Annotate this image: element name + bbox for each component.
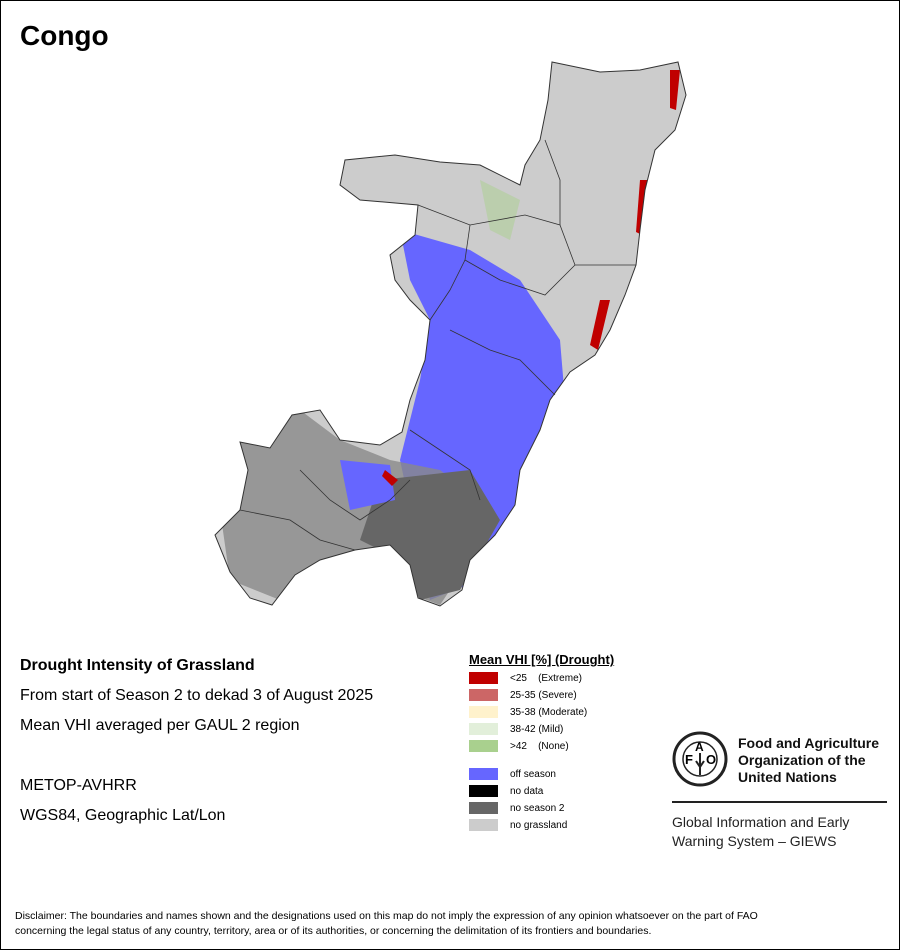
info-line-1: Drought Intensity of Grassland bbox=[20, 657, 255, 674]
legend-item: no grassland bbox=[469, 819, 567, 831]
legend-label: >42 (None) bbox=[510, 740, 569, 752]
legend-swatch bbox=[469, 689, 498, 701]
svg-text:A: A bbox=[695, 740, 704, 754]
legend-item: >42 (None) bbox=[469, 740, 569, 752]
info-line-2: From start of Season 2 to dekad 3 of Aug… bbox=[20, 687, 374, 704]
congo-map bbox=[214, 61, 687, 607]
legend-swatch bbox=[469, 672, 498, 684]
off-season-patch bbox=[340, 460, 395, 510]
info-line-3: Mean VHI averaged per GAUL 2 region bbox=[20, 717, 300, 734]
disclaimer-line-2: concerning the legal status of any count… bbox=[15, 925, 652, 937]
legend-label: no data bbox=[510, 785, 544, 797]
giews-label: Global Information and Early Warning Sys… bbox=[672, 813, 849, 851]
disclaimer-line-1: Disclaimer: The boundaries and names sho… bbox=[15, 910, 758, 922]
projection-label: WGS84, Geographic Lat/Lon bbox=[20, 807, 226, 824]
legend-item: 35-38 (Moderate) bbox=[469, 706, 587, 718]
no-season-2-core bbox=[360, 470, 500, 600]
divider bbox=[672, 801, 887, 803]
legend-label: off season bbox=[510, 768, 556, 780]
sensor-label: METOP-AVHRR bbox=[20, 777, 137, 794]
giews-line-2: Warning System – GIEWS bbox=[672, 833, 837, 849]
legend-item: no season 2 bbox=[469, 802, 565, 814]
legend-item: <25 (Extreme) bbox=[469, 672, 582, 684]
giews-line-1: Global Information and Early bbox=[672, 814, 850, 830]
fao-name-line-2: Organization of the bbox=[738, 752, 866, 768]
legend-label: 35-38 (Moderate) bbox=[510, 706, 588, 718]
legend-item: 25-35 (Severe) bbox=[469, 689, 577, 701]
legend-swatch bbox=[469, 802, 498, 814]
legend-label: 38-42 (Mild) bbox=[510, 723, 564, 735]
legend-label: <25 (Extreme) bbox=[510, 672, 582, 684]
legend-swatch bbox=[469, 768, 498, 780]
fao-name-line-1: Food and Agriculture bbox=[738, 735, 880, 751]
fao-name: Food and Agriculture Organization of the… bbox=[738, 735, 879, 786]
legend-item: off season bbox=[469, 768, 556, 780]
fao-logo: F A O bbox=[672, 731, 728, 787]
legend-swatch bbox=[469, 723, 498, 735]
legend-swatch bbox=[469, 819, 498, 831]
legend-title: Mean VHI [%] (Drought) bbox=[469, 652, 615, 667]
legend-item: no data bbox=[469, 785, 543, 797]
legend-item: 38-42 (Mild) bbox=[469, 723, 563, 735]
no-drought-patch bbox=[480, 180, 520, 240]
disclaimer: Disclaimer: The boundaries and names sho… bbox=[15, 909, 885, 939]
legend-label: 25-35 (Severe) bbox=[510, 689, 577, 701]
legend-label: no season 2 bbox=[510, 802, 565, 814]
admin-boundaries bbox=[239, 139, 636, 551]
legend-swatch bbox=[469, 785, 498, 797]
fao-name-line-3: United Nations bbox=[738, 769, 837, 785]
svg-text:F: F bbox=[685, 752, 693, 767]
legend-swatch bbox=[469, 706, 498, 718]
legend-label: no grassland bbox=[510, 819, 568, 831]
svg-text:O: O bbox=[706, 752, 716, 767]
map-title: Congo bbox=[20, 20, 109, 51]
legend-swatch bbox=[469, 740, 498, 752]
